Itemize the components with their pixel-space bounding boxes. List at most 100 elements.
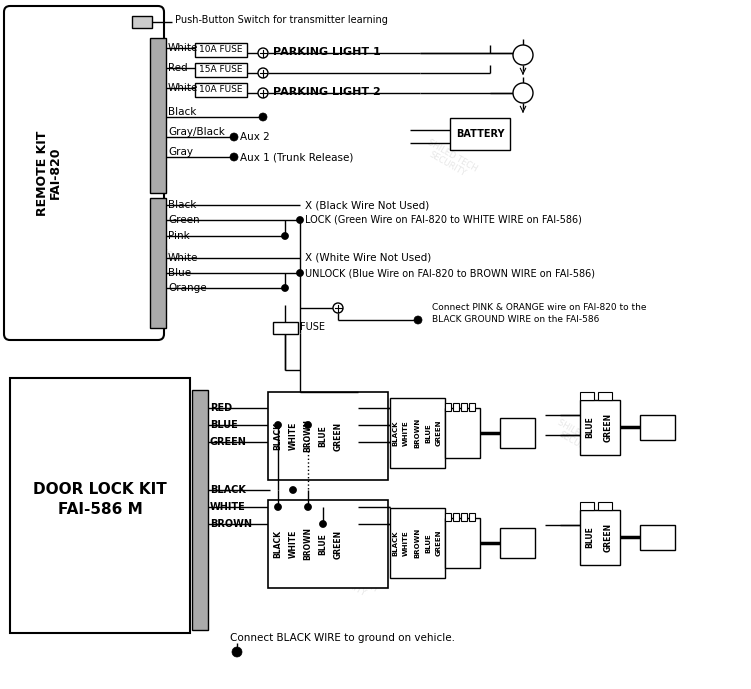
Text: UNLOCK (Blue Wire on FAI-820 to BROWN WIRE on FAI-586): UNLOCK (Blue Wire on FAI-820 to BROWN WI… [305, 268, 595, 278]
Circle shape [297, 269, 303, 276]
Text: BROWN: BROWN [210, 519, 252, 529]
Circle shape [333, 303, 343, 313]
Text: FAI-586 M: FAI-586 M [58, 502, 143, 517]
Bar [445, 403, 451, 411]
Circle shape [230, 153, 238, 161]
Circle shape [289, 486, 297, 493]
Bar [640, 525, 675, 550]
Text: BROWN: BROWN [414, 418, 420, 448]
Circle shape [258, 48, 268, 58]
Text: BLUE: BLUE [210, 420, 238, 430]
Text: GREEN: GREEN [333, 529, 342, 559]
Text: Aux 2: Aux 2 [240, 132, 270, 142]
Text: FUSE: FUSE [300, 322, 325, 332]
Text: SHILED TECH
SECURITY: SHILED TECH SECURITY [121, 227, 179, 272]
Text: PARKING LIGHT 2: PARKING LIGHT 2 [273, 87, 381, 97]
Bar [598, 502, 612, 510]
Bar [580, 502, 594, 510]
Text: 15A FUSE: 15A FUSE [199, 65, 243, 74]
Text: White: White [168, 83, 198, 93]
Circle shape [513, 45, 533, 65]
Text: BLUE: BLUE [425, 533, 431, 553]
Text: GREEN: GREEN [604, 522, 613, 552]
Circle shape [319, 520, 327, 528]
Text: Pink: Pink [168, 231, 190, 241]
Text: BROWN: BROWN [414, 528, 420, 558]
Bar [445, 518, 480, 568]
Text: Orange: Orange [168, 283, 207, 293]
Text: Blue: Blue [168, 268, 191, 278]
Text: WHITE: WHITE [403, 420, 409, 446]
Bar [195, 63, 247, 77]
Text: GREEN: GREEN [333, 422, 342, 451]
Text: BLUE: BLUE [586, 526, 595, 548]
Text: GREEN: GREEN [436, 420, 442, 446]
Bar [580, 400, 620, 455]
Text: White: White [168, 253, 198, 263]
Text: Green: Green [168, 215, 200, 225]
Circle shape [304, 504, 312, 511]
Circle shape [282, 285, 288, 291]
Text: Red: Red [168, 63, 188, 73]
Text: REMOTE KIT: REMOTE KIT [35, 130, 49, 216]
Bar [453, 513, 459, 521]
Bar [10, 378, 190, 633]
Bar [500, 418, 535, 448]
Text: BLACK: BLACK [392, 531, 398, 556]
Text: BLUE: BLUE [586, 416, 595, 438]
Circle shape [275, 422, 282, 429]
Text: White: White [168, 43, 198, 53]
Text: FAI-820: FAI-820 [49, 147, 62, 199]
Text: Push-Button Switch for transmitter learning: Push-Button Switch for transmitter learn… [175, 15, 388, 25]
FancyBboxPatch shape [4, 6, 164, 340]
Text: BLACK: BLACK [392, 420, 398, 446]
Bar [580, 510, 620, 565]
Text: 10A FUSE: 10A FUSE [199, 85, 243, 94]
Circle shape [414, 316, 422, 324]
Text: X (White Wire Not Used): X (White Wire Not Used) [305, 253, 431, 263]
Text: Connect PINK & ORANGE wire on FAI-820 to the: Connect PINK & ORANGE wire on FAI-820 to… [432, 303, 647, 313]
Bar [450, 118, 510, 150]
Text: BLACK: BLACK [273, 422, 282, 450]
Bar [195, 43, 247, 57]
Bar [445, 513, 451, 521]
Text: WHITE: WHITE [403, 530, 409, 556]
Circle shape [513, 83, 533, 103]
Text: BLACK: BLACK [210, 485, 246, 495]
Text: Aux 1 (Trunk Release): Aux 1 (Trunk Release) [240, 152, 354, 162]
Text: GREEN: GREEN [604, 413, 613, 442]
Text: X (Black Wire Not Used): X (Black Wire Not Used) [305, 200, 430, 210]
Bar [453, 403, 459, 411]
Bar [469, 513, 475, 521]
Bar [150, 198, 166, 328]
Bar [150, 38, 166, 193]
Circle shape [304, 422, 312, 429]
Text: Black: Black [168, 107, 196, 117]
Text: DOOR LOCK KIT: DOOR LOCK KIT [33, 482, 167, 497]
Text: SHILED TECH
SECURITY: SHILED TECH SECURITY [421, 138, 479, 183]
Text: 10A FUSE: 10A FUSE [199, 45, 243, 54]
Text: BLUE: BLUE [318, 533, 327, 555]
Text: BLACK: BLACK [273, 530, 282, 558]
Text: BLACK GROUND WIRE on the FAI-586: BLACK GROUND WIRE on the FAI-586 [432, 316, 599, 325]
Text: Gray: Gray [168, 147, 193, 157]
Text: WHITE: WHITE [288, 422, 297, 450]
Bar [461, 513, 467, 521]
Bar [640, 415, 675, 440]
Bar [461, 403, 467, 411]
Text: Gray/Black: Gray/Black [168, 127, 225, 137]
Circle shape [232, 647, 242, 657]
Bar [580, 392, 594, 400]
Text: BROWN: BROWN [303, 528, 312, 560]
Bar [390, 508, 445, 578]
Circle shape [275, 504, 282, 511]
Bar [273, 322, 298, 334]
Bar [469, 403, 475, 411]
Text: BLUE: BLUE [425, 423, 431, 443]
Circle shape [282, 232, 288, 240]
Text: BATTERY: BATTERY [456, 129, 504, 139]
Text: RED: RED [210, 403, 232, 413]
Circle shape [259, 113, 267, 121]
Bar [390, 398, 445, 468]
Circle shape [297, 216, 303, 223]
